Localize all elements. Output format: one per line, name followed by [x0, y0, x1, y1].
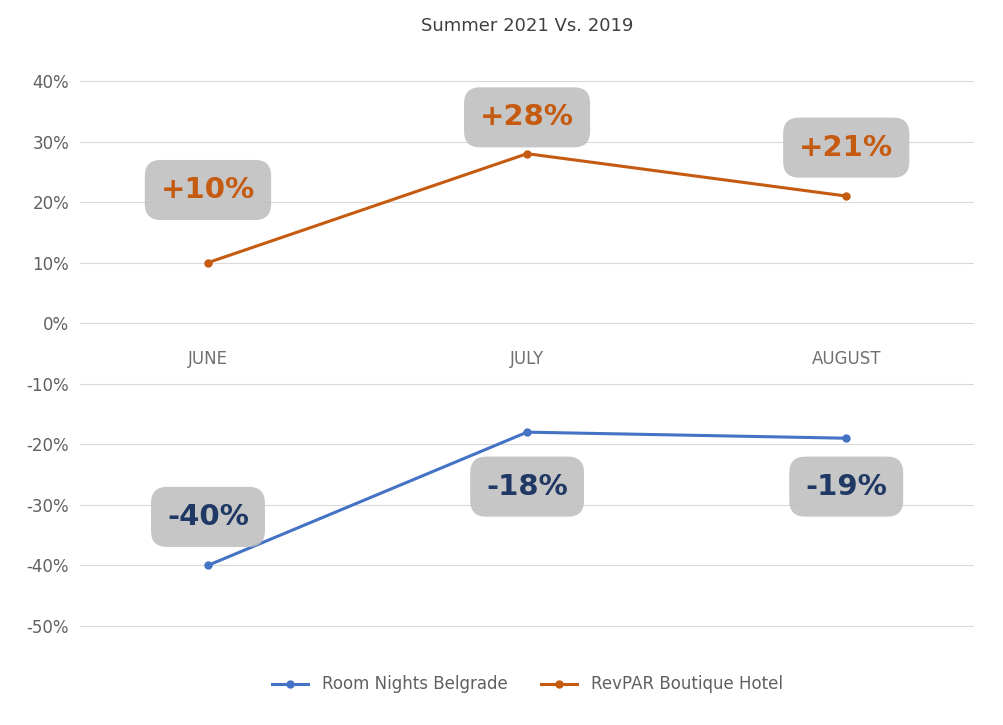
Text: +28%: +28% — [479, 104, 574, 131]
Text: +21%: +21% — [798, 133, 893, 162]
Legend: Room Nights Belgrade, RevPAR Boutique Hotel: Room Nights Belgrade, RevPAR Boutique Ho… — [265, 668, 788, 700]
Text: JUNE: JUNE — [188, 350, 228, 368]
Text: -18%: -18% — [485, 473, 568, 501]
Text: AUGUST: AUGUST — [810, 350, 880, 368]
Text: -19%: -19% — [804, 473, 887, 501]
Text: -40%: -40% — [166, 503, 249, 531]
Text: +10%: +10% — [160, 176, 255, 204]
Text: JULY: JULY — [510, 350, 544, 368]
Title: Summer 2021 Vs. 2019: Summer 2021 Vs. 2019 — [420, 17, 633, 36]
